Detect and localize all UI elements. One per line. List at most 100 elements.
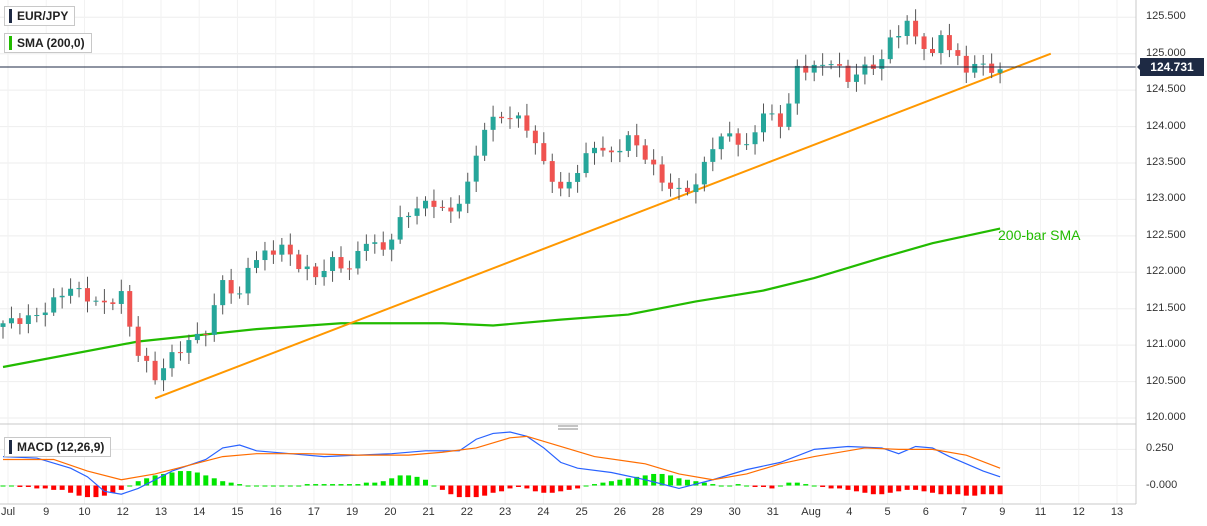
candle [558,172,564,197]
candle-body-down [338,257,344,269]
candle [617,139,623,163]
candle [389,233,395,262]
y-tick-label: 124.000 [1146,119,1186,132]
macd-hist-bar [777,485,783,487]
candle-body-up [515,115,521,119]
candle [296,249,302,273]
candle-body-up [211,305,217,335]
macd-hist-bar [980,485,986,495]
candle-body-up [820,64,826,66]
macd-hist-bar [651,473,657,486]
candle-body-down [777,113,783,127]
symbol-legend[interactable]: EUR/JPY [4,6,76,26]
candle-body-up [676,187,682,189]
candle-body-down [541,143,547,162]
candle-body-up [186,340,192,353]
x-tick-label: 17 [307,506,321,518]
candle [346,260,352,281]
macd-hist-bar [8,485,14,487]
panel-resize-handle[interactable] [558,425,578,430]
x-tick-label: 26 [613,506,626,518]
macd-legend[interactable]: MACD (12,26,9) [4,437,112,457]
macd-hist-bar [194,472,200,486]
candle [761,103,766,142]
macd-hist-bar [304,484,310,486]
candle [254,251,259,274]
candle-body-down [110,302,116,304]
candle [194,322,200,344]
macd-swatch-icon [9,440,12,454]
candle-body-up [194,333,200,341]
macd-hist-bar [828,485,834,489]
candle [456,195,462,219]
candle [803,54,809,81]
candle-body-up [76,288,82,290]
candle-body-up [727,133,733,137]
sma-legend[interactable]: SMA (200,0) [4,33,92,53]
candle [642,139,648,164]
x-tick-label: Aug [801,506,821,518]
macd-hist-bar [879,485,885,495]
macd-hist-bar [592,484,597,486]
macd-hist-bar [524,485,530,489]
candle [845,59,851,89]
candle [727,121,733,142]
candle [938,30,944,65]
candle [0,320,6,339]
macd-hist-bar [566,485,572,490]
candle [321,259,327,286]
y-tick-label: 124.500 [1146,83,1186,96]
macd-hist-bar [127,485,133,487]
x-tick-label: 22 [460,506,474,518]
y-tick-label: 122.500 [1146,228,1186,241]
candle [575,164,581,193]
candle-body-up [980,63,986,65]
candle [963,45,969,84]
candle-body-up [25,315,31,324]
candle [930,37,935,57]
macd-hist-bar [203,475,209,486]
candle-body-down [152,360,158,381]
candle [676,178,682,201]
macd-hist-bar [972,485,978,496]
candles-group [0,9,1003,392]
candle-body-down [963,55,969,73]
candle-body-down [228,280,234,294]
macd-hist-bar [220,481,226,486]
candle [515,112,521,128]
candle-body-down [313,266,319,278]
macd-hist-bar [237,484,243,486]
macd-hist-bar [68,485,74,493]
candle [245,257,251,306]
candle [744,133,750,150]
candle-body-down [651,159,657,165]
y-tick-label: 121.000 [1146,338,1186,351]
candle-body-down [203,333,209,335]
macd-hist-bar [735,484,741,486]
x-tick-label: 31 [766,506,779,518]
candle [541,132,547,165]
candle [659,156,665,192]
macd-hist-bar [575,485,581,489]
macd-hist-bar [862,485,868,493]
candle-body-up [262,250,268,261]
x-tick-label: 19 [346,506,359,518]
candle [532,125,538,155]
candle [752,125,758,155]
macd-hist-bar [921,485,927,492]
candle-body-up [118,291,124,304]
macd-hist-bar [820,485,826,487]
candle-body-down [913,20,919,37]
macd-hist-bar [617,479,623,486]
macd-hist-bar [490,485,496,493]
candle-body-down [989,63,995,73]
candle-body-down [684,187,690,193]
candle [625,131,631,158]
macd-hist-bar [701,482,707,486]
candle [913,9,919,45]
candle [177,341,183,361]
candle [837,52,843,78]
macd-hist-bar [177,471,183,486]
macd-hist-bar [51,485,57,490]
candle-body-up [769,113,775,115]
